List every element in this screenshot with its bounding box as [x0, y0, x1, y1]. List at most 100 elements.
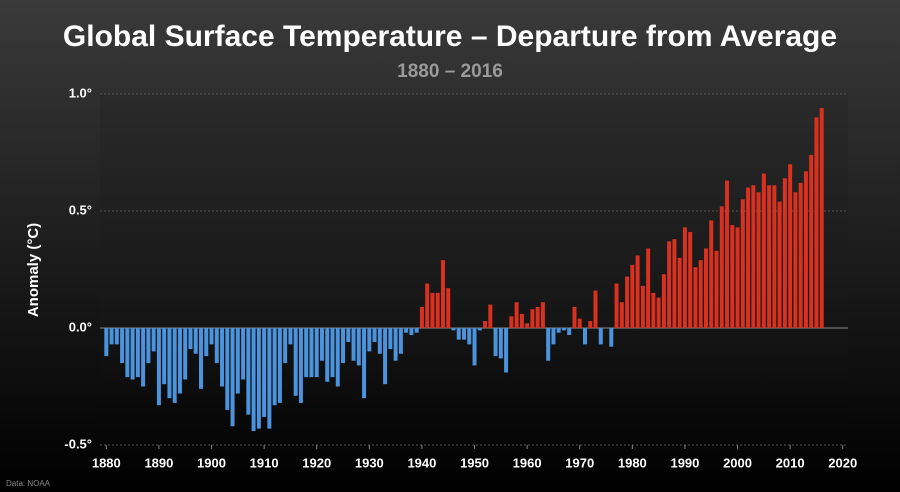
- bar: [546, 328, 551, 361]
- bar: [109, 328, 114, 345]
- bar: [256, 328, 261, 429]
- bar: [646, 248, 651, 328]
- bar: [372, 328, 377, 343]
- bar: [467, 328, 472, 345]
- bar: [114, 328, 119, 345]
- bar: [183, 328, 188, 380]
- bar: [661, 274, 666, 328]
- bar: [251, 328, 256, 431]
- bar: [725, 180, 730, 328]
- bar: [430, 292, 435, 328]
- bar: [314, 328, 319, 378]
- bar: [235, 328, 240, 394]
- bar: [746, 187, 751, 328]
- bar: [404, 328, 409, 333]
- bar: [809, 154, 814, 328]
- bar: [351, 328, 356, 361]
- bar: [120, 328, 125, 364]
- bar: [220, 328, 225, 387]
- x-tick-label: 1970: [565, 455, 594, 470]
- bar: [540, 302, 545, 328]
- bar: [325, 328, 330, 382]
- bar: [304, 328, 309, 378]
- bar: [141, 328, 146, 387]
- bar: [198, 328, 203, 389]
- bar: [714, 250, 719, 328]
- bar: [693, 267, 698, 328]
- bar: [151, 328, 156, 352]
- bar: [377, 328, 382, 354]
- bar: [167, 328, 172, 399]
- bar: [262, 328, 267, 417]
- bar: [756, 192, 761, 328]
- bar: [567, 328, 572, 336]
- y-axis-label: Anomaly (°C): [25, 223, 42, 317]
- x-tick-label: 1900: [197, 455, 226, 470]
- chart-title: Global Surface Temperature – Departure f…: [63, 20, 837, 53]
- bar: [241, 328, 246, 380]
- bar: [383, 328, 388, 385]
- bar: [130, 328, 135, 380]
- bar: [204, 328, 209, 357]
- bar: [177, 328, 182, 394]
- bar: [751, 185, 756, 328]
- bar: [688, 232, 693, 328]
- bar: [435, 292, 440, 328]
- bar: [556, 328, 561, 333]
- bar: [504, 328, 509, 373]
- bar: [598, 328, 603, 345]
- x-tick-label: 1890: [144, 455, 173, 470]
- x-tick-label: 1990: [670, 455, 699, 470]
- bar: [388, 328, 393, 350]
- source: Data: NOAA: [6, 479, 51, 488]
- bar: [677, 257, 682, 328]
- bar: [440, 260, 445, 328]
- bar: [761, 173, 766, 328]
- bar: [740, 199, 745, 328]
- bar: [462, 328, 467, 340]
- bar: [346, 328, 351, 343]
- bar: [319, 328, 324, 361]
- bar: [172, 328, 177, 403]
- bar: [577, 318, 582, 328]
- bar: [698, 260, 703, 328]
- bar: [393, 328, 398, 361]
- bar: [225, 328, 230, 410]
- bar: [451, 328, 456, 331]
- bar: [709, 220, 714, 328]
- bar: [667, 241, 672, 328]
- y-tick-label: -0.5°: [64, 436, 92, 451]
- bar: [188, 328, 193, 350]
- y-tick-label: 0.5°: [69, 202, 92, 217]
- bar: [398, 328, 403, 354]
- bar: [246, 328, 251, 415]
- bar: [162, 328, 167, 385]
- bar: [593, 290, 598, 328]
- bar: [772, 185, 777, 328]
- bar: [719, 206, 724, 328]
- bar: [519, 313, 524, 328]
- bar: [209, 328, 214, 345]
- chart-subtitle: 1880 – 2016: [397, 61, 503, 82]
- bar: [335, 328, 340, 387]
- x-tick-label: 2000: [723, 455, 752, 470]
- bar: [125, 328, 130, 378]
- bar: [477, 328, 482, 331]
- bar: [293, 328, 298, 396]
- bar: [135, 328, 140, 378]
- bar: [798, 182, 803, 328]
- bar: [104, 328, 109, 357]
- bar: [614, 283, 619, 328]
- bar: [362, 328, 367, 399]
- bar: [288, 328, 293, 345]
- bar: [330, 328, 335, 378]
- bar: [414, 328, 419, 333]
- bar: [819, 108, 824, 328]
- bar: [214, 328, 219, 364]
- bar: [283, 328, 288, 364]
- bar: [609, 328, 614, 347]
- bar: [298, 328, 303, 403]
- x-tick-label: 1980: [618, 455, 647, 470]
- bar: [782, 178, 787, 328]
